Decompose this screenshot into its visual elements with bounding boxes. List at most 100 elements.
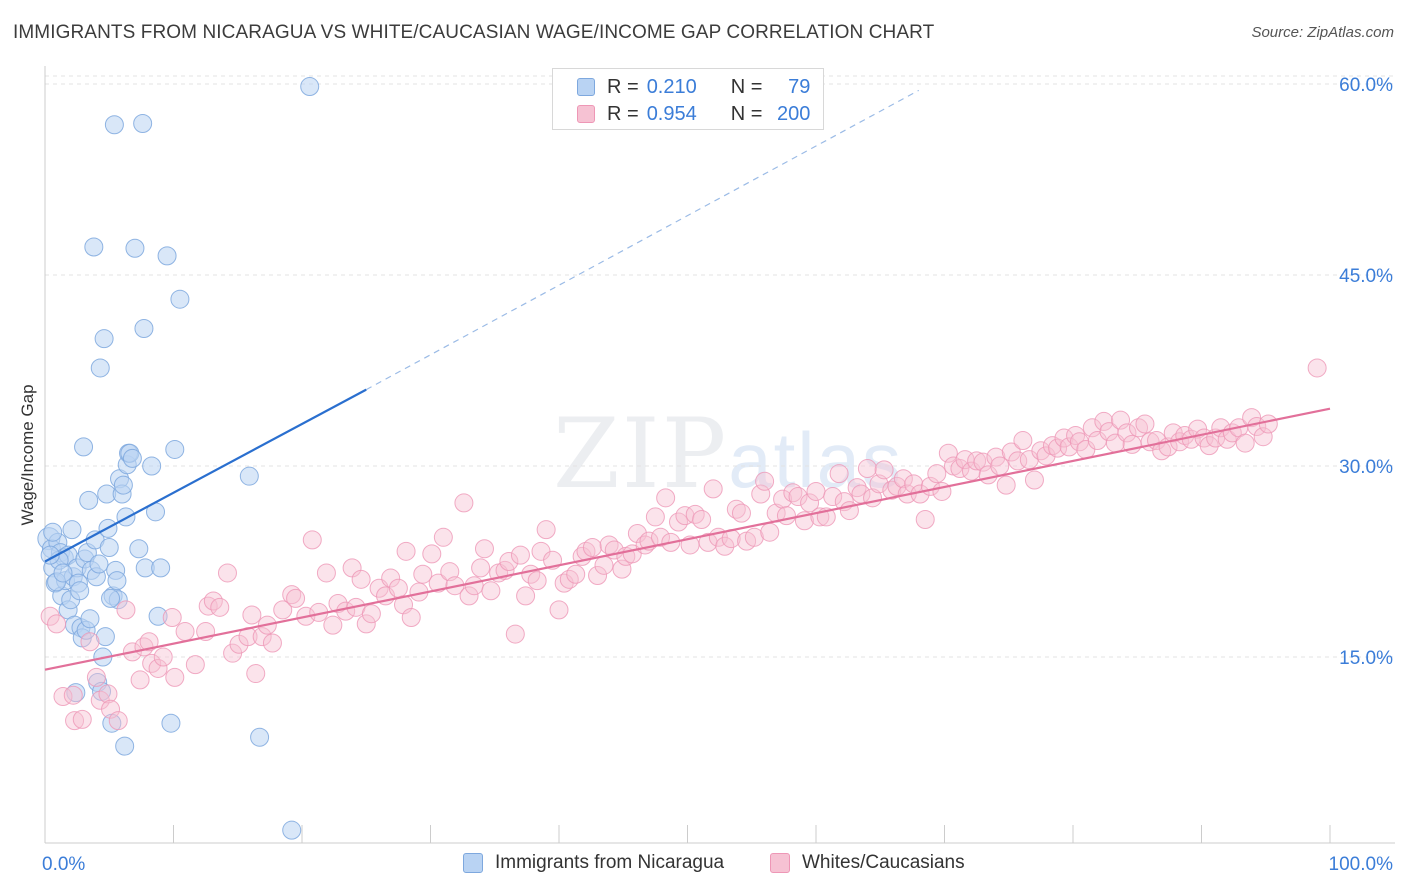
- point-whites: [328, 594, 348, 614]
- trend-line-nicaragua-extension: [365, 89, 920, 391]
- point-nicaragua: [66, 683, 86, 703]
- point-whites: [938, 443, 958, 463]
- point-whites: [1199, 436, 1219, 456]
- point-whites: [651, 527, 671, 547]
- point-nicaragua: [161, 713, 181, 733]
- y-tick-label: 60.0%: [1339, 75, 1393, 96]
- point-whites: [823, 487, 843, 507]
- point-whites: [351, 569, 371, 589]
- point-whites: [175, 622, 195, 642]
- series-nicaragua-points: [37, 77, 320, 840]
- legend-item-whites[interactable]: Whites/Caucasians: [770, 852, 965, 874]
- point-whites: [464, 576, 484, 596]
- legend-item-nicaragua[interactable]: Immigrants from Nicaragua: [463, 852, 724, 874]
- point-whites: [1054, 428, 1074, 448]
- point-whites: [401, 608, 421, 628]
- point-nicaragua: [165, 439, 185, 459]
- trend-lines: [44, 89, 1331, 671]
- point-whites: [1258, 414, 1278, 434]
- point-whites: [471, 558, 491, 578]
- point-whites: [806, 481, 826, 501]
- y-tick-label: 30.0%: [1339, 457, 1393, 478]
- legend-n-label: N =: [730, 75, 763, 98]
- point-whites: [874, 460, 894, 480]
- point-whites: [428, 573, 448, 593]
- point-whites: [282, 585, 302, 605]
- legend-r-value: 0.210: [646, 75, 697, 98]
- point-whites: [755, 471, 775, 491]
- point-whites: [1135, 414, 1155, 434]
- point-whites: [86, 667, 106, 687]
- point-whites: [148, 658, 168, 678]
- point-whites: [153, 647, 173, 667]
- point-nicaragua: [157, 246, 177, 266]
- legend-n-value: 200: [777, 102, 811, 125]
- point-whites: [323, 615, 343, 635]
- point-whites: [499, 552, 519, 571]
- point-whites: [381, 568, 401, 588]
- trend-line-whites: [44, 407, 1331, 671]
- y-tick-label: 15.0%: [1339, 648, 1393, 669]
- point-nicaragua: [125, 238, 145, 258]
- point-whites: [656, 488, 676, 508]
- point-nicaragua: [129, 539, 149, 559]
- point-nicaragua: [99, 537, 119, 557]
- point-whites: [396, 541, 416, 561]
- legend-row-nicaragua: R = 0.210 N = 79: [577, 75, 810, 99]
- point-nicaragua: [115, 736, 135, 756]
- legend-swatch-pink: [770, 853, 790, 873]
- point-whites: [996, 475, 1016, 495]
- point-whites: [72, 709, 92, 729]
- point-whites: [510, 545, 530, 565]
- point-nicaragua: [62, 520, 82, 540]
- point-whites: [857, 459, 877, 479]
- point-whites: [252, 627, 272, 647]
- watermark-zip: ZIP: [553, 398, 729, 510]
- point-nicaragua: [170, 289, 190, 309]
- axes: [44, 66, 1395, 844]
- point-whites: [388, 578, 408, 598]
- point-whites: [927, 464, 947, 484]
- point-whites: [361, 604, 381, 624]
- point-whites: [788, 487, 808, 507]
- point-whites: [703, 479, 723, 499]
- point-nicaragua: [116, 507, 136, 527]
- point-whites: [1094, 411, 1114, 431]
- point-whites: [692, 509, 712, 529]
- point-whites: [726, 499, 746, 519]
- point-whites: [744, 527, 764, 547]
- y-tick-label: 45.0%: [1339, 266, 1393, 287]
- legend-item-label: Immigrants from Nicaragua: [495, 852, 725, 873]
- point-whites: [185, 655, 205, 675]
- tick-labels: 15.0% 30.0% 45.0% 60.0% 0.0% 100.0%: [42, 75, 1393, 875]
- point-whites: [1031, 441, 1051, 461]
- point-whites: [47, 614, 67, 634]
- point-whites: [1042, 436, 1062, 456]
- point-nicaragua: [90, 358, 110, 378]
- point-nicaragua: [151, 558, 171, 578]
- point-whites: [139, 632, 159, 652]
- watermark: ZIPatlas: [553, 398, 903, 510]
- point-whites: [413, 564, 433, 584]
- legend-item-label: Whites/Caucasians: [802, 852, 965, 873]
- point-nicaragua: [95, 627, 115, 647]
- point-whites: [950, 459, 970, 479]
- point-nicaragua: [101, 588, 121, 608]
- point-whites: [1024, 470, 1044, 490]
- legend-row-whites: R = 0.954 N = 200: [577, 102, 810, 126]
- point-whites: [1036, 446, 1056, 466]
- point-nicaragua: [133, 113, 153, 133]
- point-whites: [422, 544, 442, 564]
- point-nicaragua: [142, 456, 162, 476]
- point-whites: [162, 608, 182, 628]
- point-whites: [459, 586, 479, 606]
- point-whites: [165, 667, 185, 687]
- point-whites: [549, 600, 569, 620]
- point-whites: [1242, 408, 1262, 428]
- point-whites: [40, 606, 60, 626]
- point-whites: [1235, 433, 1255, 453]
- point-whites: [53, 686, 73, 706]
- point-whites: [116, 600, 136, 620]
- legend-r-label: R =: [607, 102, 639, 125]
